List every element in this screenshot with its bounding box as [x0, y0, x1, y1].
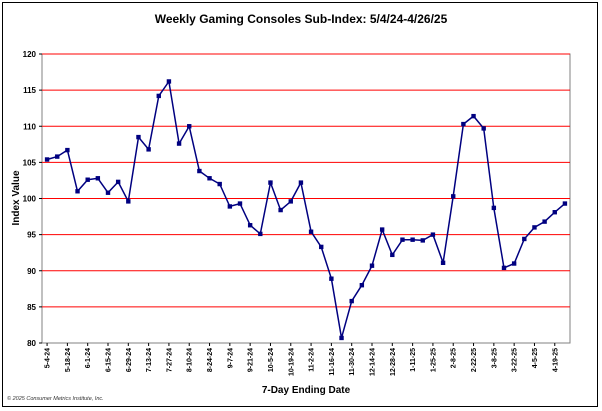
data-point — [562, 201, 568, 206]
x-axis-title: 7-Day Ending Date — [262, 385, 351, 396]
data-point — [491, 205, 497, 211]
data-point — [95, 176, 101, 181]
y-tick-label: 90 — [27, 267, 36, 276]
data-point — [308, 229, 314, 234]
x-tick-label: 3-22-25 — [512, 348, 519, 372]
copyright-text: © 2025 Consumer Metrics Institute, Inc. — [7, 395, 104, 402]
y-axis-title: Index Value — [11, 170, 22, 225]
data-point — [359, 283, 365, 288]
y-tick-label: 85 — [27, 303, 36, 312]
data-point — [451, 194, 456, 199]
data-point — [65, 147, 70, 153]
x-tick-label: 5-4-24 — [45, 348, 52, 368]
y-tick-label: 95 — [27, 231, 36, 240]
x-tick-label: 6-29-24 — [126, 348, 133, 372]
y-tick-label: 110 — [23, 122, 36, 131]
data-point — [237, 201, 243, 206]
data-point — [461, 121, 466, 127]
data-point — [166, 79, 172, 84]
data-point — [532, 225, 537, 230]
series-line — [46, 79, 566, 339]
y-tick-label: 100 — [23, 195, 37, 204]
chart-title: Weekly Gaming Consoles Sub-Index: 5/4/24… — [155, 12, 448, 26]
x-tick-label: 7-13-24 — [146, 348, 153, 372]
x-tick-label: 4-5-25 — [532, 348, 539, 368]
data-point — [217, 181, 222, 187]
data-point — [471, 113, 476, 119]
x-tick-label: 7-27-24 — [166, 348, 173, 372]
data-point — [400, 237, 405, 242]
x-tick-label: 10-19-24 — [288, 348, 295, 376]
data-point — [379, 227, 385, 232]
x-tick-label: 2-8-25 — [451, 348, 458, 368]
data-point — [227, 204, 233, 209]
data-point — [115, 179, 121, 185]
x-tick-label: 5-18-24 — [65, 348, 72, 372]
data-point — [298, 180, 304, 185]
data-point — [420, 238, 425, 243]
data-point — [156, 93, 161, 99]
x-tick-label: 12-14-24 — [370, 348, 377, 376]
x-tick-label: 1-25-25 — [430, 348, 437, 372]
data-point — [278, 207, 283, 213]
data-point — [552, 210, 557, 215]
data-point — [207, 176, 212, 181]
x-tick-label: 11-2-24 — [309, 348, 316, 372]
data-point — [258, 231, 263, 237]
x-tick-label: 6-15-24 — [106, 348, 113, 372]
y-tick-label: 120 — [23, 50, 37, 59]
data-point — [542, 219, 547, 224]
data-point — [481, 126, 486, 131]
x-tick-label: 8-10-24 — [187, 348, 194, 372]
data-point — [369, 263, 375, 268]
data-point — [126, 199, 131, 204]
y-tick-label: 115 — [23, 86, 36, 95]
data-point — [136, 134, 141, 140]
data-point — [55, 154, 60, 159]
x-tick-label: 11-16-24 — [329, 348, 336, 376]
y-tick-label: 80 — [27, 339, 36, 348]
data-point — [501, 265, 507, 271]
data-point — [440, 260, 446, 266]
data-point — [329, 276, 334, 281]
data-point — [390, 252, 395, 258]
data-point — [430, 232, 436, 237]
x-tick-label: 12-28-24 — [390, 348, 397, 376]
data-point — [105, 190, 111, 195]
x-tick-label: 1-11-25 — [410, 348, 417, 372]
data-point — [44, 157, 50, 162]
x-tick-label: 11-30-24 — [349, 348, 356, 376]
x-tick-label: 2-22-25 — [471, 348, 478, 372]
x-tick-label: 9-21-24 — [248, 348, 255, 372]
data-point — [410, 237, 415, 242]
data-point — [197, 168, 202, 174]
data-point — [75, 189, 80, 194]
data-point — [268, 180, 273, 185]
data-point — [319, 244, 324, 250]
data-point — [339, 335, 344, 341]
x-tick-label: 3-8-25 — [491, 348, 498, 368]
data-point — [85, 177, 90, 182]
data-point — [187, 124, 192, 129]
data-point — [522, 236, 527, 242]
data-point — [247, 223, 253, 228]
x-tick-label: 4-19-25 — [552, 348, 559, 372]
x-tick-label: 10-5-24 — [268, 348, 275, 372]
data-point — [349, 298, 354, 304]
y-tick-label: 105 — [23, 158, 37, 167]
data-point — [146, 147, 151, 152]
data-point — [288, 199, 293, 204]
data-point — [176, 141, 182, 146]
data-point — [511, 261, 517, 266]
x-tick-label: 9-7-24 — [227, 348, 234, 368]
x-tick-label: 6-1-24 — [85, 348, 92, 368]
x-tick-label: 8-24-24 — [207, 348, 214, 372]
